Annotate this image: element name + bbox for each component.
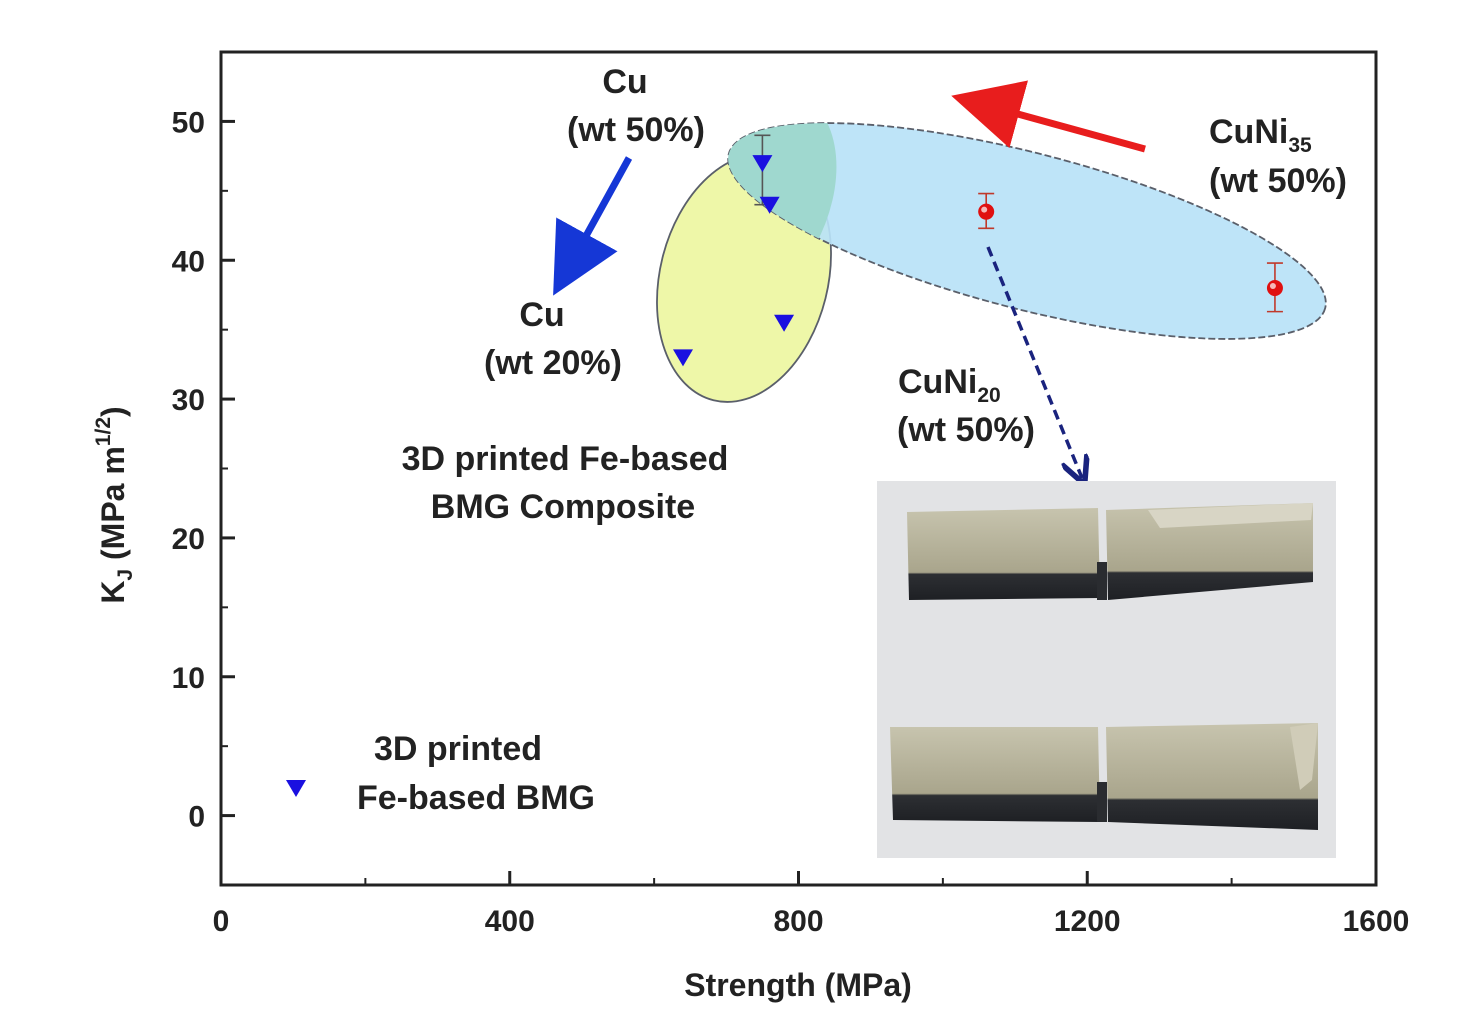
data-points [673, 134, 1283, 367]
axes: 0 400 800 1200 1600 0 10 20 30 40 50 [172, 51, 1410, 938]
annotation-composite-line2: BMG Composite [431, 488, 695, 526]
data-point-triangle [673, 349, 693, 367]
annotation-cu-20-line1: Cu [519, 296, 564, 334]
data-point-highlight [981, 206, 988, 213]
data-point-triangle [752, 155, 773, 173]
inset-photo [877, 481, 1336, 858]
x-tick-label: 400 [485, 905, 535, 938]
svg-text:KJ (MPa m1/2): KJ (MPa m1/2) [92, 406, 137, 603]
cu-trend-arrow [553, 156, 633, 296]
annotation-cuni35-line2: (wt 50%) [1209, 162, 1347, 200]
y-tick-label: 30 [172, 384, 205, 417]
x-tick-label: 1200 [1054, 905, 1121, 938]
annotation-cu-20-line2: (wt 20%) [484, 344, 622, 382]
legend-marker-triangle [286, 780, 306, 797]
annotation-cu-50-line1: Cu [602, 63, 647, 101]
y-tick-label: 20 [172, 523, 205, 556]
inset-pointer-arrow [986, 246, 1082, 478]
data-point-triangle [759, 196, 780, 214]
y-tick-label: 40 [172, 245, 205, 278]
annotation-cuni20: CuNi20 [898, 363, 1001, 407]
cuni-trend-arrow [951, 80, 1146, 153]
y-tick-label: 50 [172, 106, 205, 139]
annotation-cu-50-line2: (wt 50%) [567, 111, 705, 149]
data-point-triangle [774, 314, 795, 332]
y-axis-title: KJ (MPa m1/2) [92, 406, 137, 603]
x-tick-label: 800 [773, 905, 823, 938]
legend-label-line1: 3D printed [374, 730, 542, 768]
x-tick-label: 1600 [1343, 905, 1410, 938]
data-point-highlight [1269, 283, 1276, 290]
y-tick-label: 0 [188, 801, 205, 834]
y-tick-label: 10 [172, 662, 205, 695]
sample-bottom-icon [890, 723, 1318, 830]
sample-top-icon [907, 503, 1313, 600]
legend: 3D printed Fe-based BMG [286, 730, 595, 817]
annotation-cuni35: CuNi35 [1209, 113, 1312, 157]
x-axis-title: Strength (MPa) [684, 967, 912, 1003]
legend-label-line2: Fe-based BMG [357, 779, 595, 817]
annotation-cuni20-line2: (wt 50%) [897, 411, 1035, 449]
annotation-composite-line1: 3D printed Fe-based [402, 440, 729, 478]
x-tick-label: 0 [213, 905, 230, 938]
